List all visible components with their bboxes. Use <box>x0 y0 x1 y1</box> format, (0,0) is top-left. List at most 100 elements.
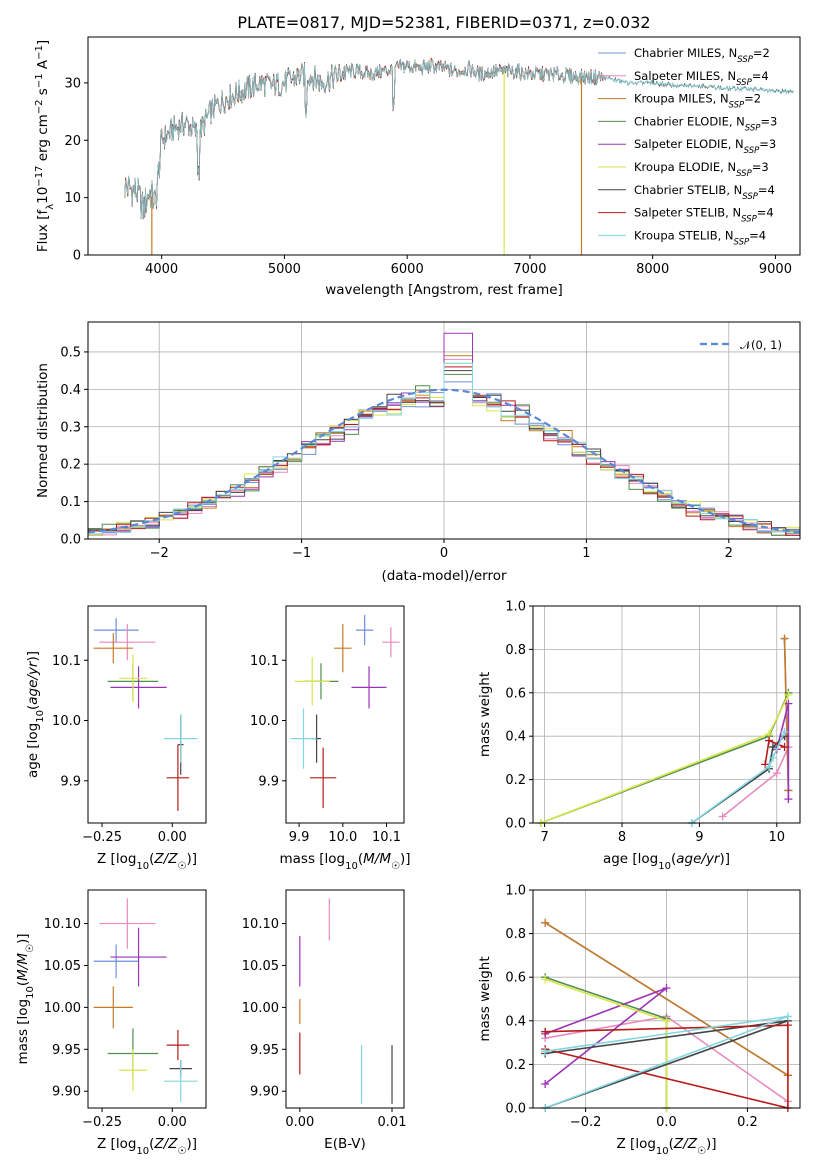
age-vs-mass-xtick-label: 9.9 <box>289 830 310 845</box>
legend-entry: Chabrier MILES, NSSP=2 <box>634 46 770 65</box>
residuals-xtick-label: −2 <box>150 546 169 561</box>
spectrum-xtick-label: 5000 <box>268 262 301 277</box>
legend-entry: Kroupa MILES, NSSP=2 <box>634 92 761 111</box>
weight-vs-age-xtick-label: 7 <box>540 830 548 845</box>
weight-vs-Z-xlabel: Z [log10(Z/Z☉)] <box>617 1136 717 1157</box>
age-vs-Z-xtick-label: −0.25 <box>82 830 122 845</box>
mass-vs-ebv-ytick-label: 10.00 <box>242 1001 279 1016</box>
age-vs-Z-xlabel: Z [log10(Z/Z☉)] <box>97 851 197 872</box>
weight-vs-age-xtick-label: 8 <box>618 830 626 845</box>
mass-vs-Z-ytick-label: 9.95 <box>52 1043 81 1058</box>
weight-vs-age-xtick-label: 10 <box>769 830 786 845</box>
legend-entry: Salpeter MILES, NSSP=4 <box>634 69 769 88</box>
mass-vs-Z-xtick-label: 0.00 <box>158 1115 187 1130</box>
weight-vs-Z-ytick-label: 0.4 <box>505 1014 526 1029</box>
spectrum-xtick-label: 6000 <box>391 262 424 277</box>
weight-marker <box>765 762 774 771</box>
weight-marker <box>784 690 793 699</box>
normal-curve <box>87 388 801 534</box>
weight-vs-Z-xtick-label: 0.2 <box>737 1115 758 1130</box>
residuals-xtick-label: −1 <box>292 546 311 561</box>
spectrum-line <box>124 57 604 220</box>
weight-vs-Z-ylabel: mass weight <box>477 956 493 1041</box>
figure-title: PLATE=0817, MJD=52381, FIBERID=0371, z=0… <box>237 13 650 32</box>
age-vs-mass-ytick-label: 9.9 <box>258 774 279 789</box>
spectrum-line <box>124 58 604 220</box>
weight-line <box>540 692 790 824</box>
age-vs-mass-xtick-label: 10.0 <box>328 830 357 845</box>
residuals-ytick-label: 0.1 <box>60 495 81 510</box>
weight-line <box>544 922 789 1076</box>
weight-marker <box>783 1021 792 1030</box>
age-vs-Z-frame <box>87 605 207 824</box>
legend-entry: Chabrier ELODIE, NSSP=3 <box>634 114 777 133</box>
mass-vs-Z-ytick-label: 10.05 <box>44 959 81 974</box>
spectrum-line <box>124 58 604 220</box>
spectrum-xlabel: wavelength [Angstrom, rest frame] <box>325 282 563 298</box>
spectrum-line <box>124 56 604 219</box>
weight-vs-age-xtick-label: 9 <box>695 830 703 845</box>
residuals-ytick-label: 0.3 <box>60 420 81 435</box>
residuals-ytick-label: 0.4 <box>60 383 81 398</box>
mass-vs-Z-frame <box>87 889 207 1109</box>
spectrum-line <box>124 58 604 219</box>
weight-marker <box>541 1080 550 1089</box>
weight-line <box>691 731 786 824</box>
spectrum-xtick-label: 8000 <box>636 262 669 277</box>
weight-vs-age-ytick-label: 0.6 <box>505 686 526 701</box>
spectrum-xtick-label: 9000 <box>759 262 792 277</box>
weight-marker <box>784 795 793 804</box>
weight-marker <box>772 769 781 778</box>
weight-vs-age-frame <box>532 605 801 824</box>
weight-vs-age-ytick-label: 0.4 <box>505 730 526 745</box>
spectrum-xtick-label: 4000 <box>145 262 178 277</box>
weight-marker <box>541 1027 550 1036</box>
weight-marker <box>780 727 789 736</box>
weight-marker <box>541 975 550 984</box>
mass-vs-ebv-xtick-label: 0.00 <box>285 1115 314 1130</box>
legend-entry: Kroupa STELIB, NSSP=4 <box>634 228 766 247</box>
spectrum-xtick-label: 7000 <box>513 262 546 277</box>
mass-vs-Z-ytick-label: 10.00 <box>44 1001 81 1016</box>
weight-marker <box>768 753 777 762</box>
spectrum-ytick-label: 0 <box>73 249 81 264</box>
age-vs-mass-ytick-label: 10.0 <box>250 714 279 729</box>
weight-vs-Z-ytick-label: 0.6 <box>505 971 526 986</box>
weight-line <box>544 1024 789 1110</box>
weight-vs-age-ytick-label: 1.0 <box>505 600 526 615</box>
weight-vs-Z-ytick-label: 0.8 <box>505 927 526 942</box>
age-vs-Z-ylabel: age [log10(age/yr)] <box>25 651 46 778</box>
mass-vs-ebv-ytick-label: 10.10 <box>242 917 279 932</box>
mass-vs-Z-ytick-label: 10.10 <box>44 917 81 932</box>
age-vs-Z-ytick-label: 9.9 <box>60 774 81 789</box>
legend-entry: Salpeter ELODIE, NSSP=3 <box>634 137 776 156</box>
mass-vs-ebv-ytick-label: 9.90 <box>250 1085 279 1100</box>
age-vs-mass-xlabel: mass [log10(M/M☉)] <box>279 851 410 872</box>
weight-vs-Z-ytick-label: 0.0 <box>505 1102 526 1117</box>
mass-vs-ebv-xtick-label: 0.01 <box>378 1115 407 1130</box>
age-vs-mass-xtick-label: 10.1 <box>372 830 401 845</box>
spectrum-ytick-label: 30 <box>64 76 81 91</box>
weight-marker <box>718 812 727 821</box>
residuals-xtick-label: 0 <box>440 546 448 561</box>
residuals-ytick-label: 0.0 <box>60 533 81 548</box>
age-vs-Z-xtick-label: 0.00 <box>158 830 187 845</box>
residuals-frame <box>87 321 801 540</box>
weight-marker <box>768 743 777 752</box>
weight-vs-Z-ytick-label: 0.2 <box>505 1058 526 1073</box>
residuals-xtick-label: 1 <box>582 546 590 561</box>
weight-marker <box>765 736 774 745</box>
weight-marker <box>541 1047 550 1056</box>
residuals-xtick-label: 2 <box>725 546 733 561</box>
weight-marker <box>784 699 793 708</box>
weight-vs-Z-xtick-label: 0.0 <box>656 1115 677 1130</box>
weight-vs-age-ytick-label: 0.8 <box>505 643 526 658</box>
age-vs-Z-ytick-label: 10.1 <box>52 654 81 669</box>
weight-vs-age-ytick-label: 0.2 <box>505 773 526 788</box>
spectrum-frame <box>87 36 801 256</box>
residuals-xlabel: (data-model)/error <box>381 568 507 584</box>
mass-vs-ebv-frame <box>285 889 405 1109</box>
mass-vs-Z-xlabel: Z [log10(Z/Z☉)] <box>97 1136 197 1157</box>
spectrum-ylabel: Flux [fλ10−17 erg cm−2 s−1 A−1] <box>34 40 56 252</box>
residuals-ylabel: Normed distribution <box>35 363 51 498</box>
